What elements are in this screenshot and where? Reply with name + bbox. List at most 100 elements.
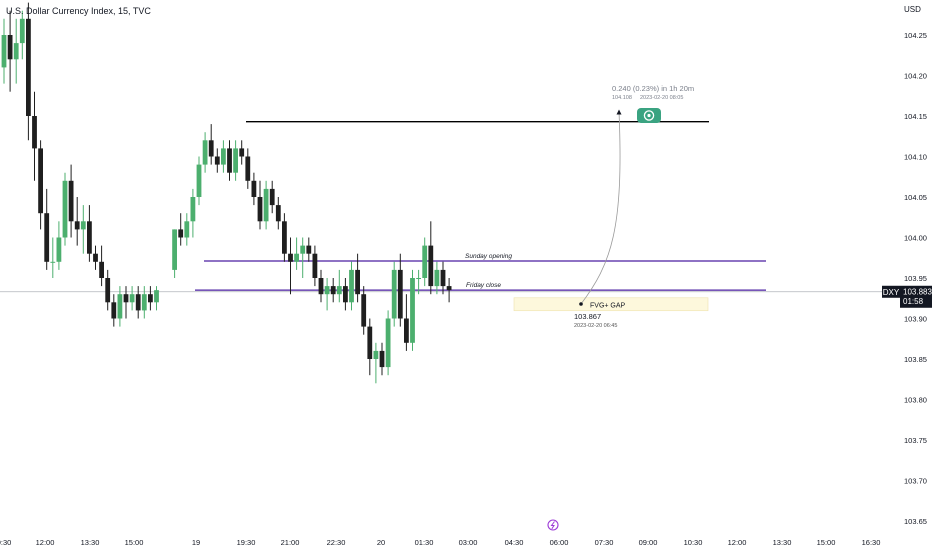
price-tag-value: 103.883 <box>903 287 932 296</box>
candle-down <box>148 294 153 303</box>
candle-up <box>410 278 415 343</box>
x-tick-label: 09:00 <box>639 538 658 547</box>
candle-down <box>7 35 13 60</box>
price-tag[interactable]: DXY 103.883 01:58 <box>882 285 932 308</box>
y-axis[interactable]: 104.25 104.20 104.15 104.10 104.05 104.00 103.… <box>904 31 927 550</box>
x-tick-label: 22:30 <box>327 538 346 547</box>
candle-down <box>208 140 214 157</box>
candle-up <box>324 286 330 295</box>
x-tick-label: 12:00 <box>36 538 55 547</box>
candle-up <box>233 148 238 173</box>
candle-up <box>1 35 7 68</box>
candle-down <box>379 350 385 368</box>
candle-down <box>318 278 324 295</box>
scroll-circle <box>547 519 559 531</box>
projection-start-time: 2023-02-20 06:45 <box>574 323 617 329</box>
y-tick-label: 103.80 <box>904 396 927 405</box>
x-tick-label: 19 <box>192 538 200 547</box>
candle-down <box>288 253 293 262</box>
projection-start-price: 103.867 <box>574 312 601 321</box>
candle-down <box>99 261 104 278</box>
x-tick-label: 9:30 <box>0 538 11 547</box>
candle-down <box>440 269 446 287</box>
y-tick-label: 104.00 <box>904 234 927 243</box>
candle-up <box>141 294 147 311</box>
fvg-zone[interactable]: FVG+ GAP <box>513 297 709 312</box>
x-tick-label: 13:30 <box>773 538 792 547</box>
candle-up <box>391 269 397 319</box>
candle-down <box>306 245 312 254</box>
x-axis[interactable]: 9:30 12:00 13:30 15:00 19 19:30 21:00 22:30 20 01… <box>0 538 880 547</box>
x-tick-label: 15:00 <box>817 538 836 547</box>
candle-down <box>68 180 74 222</box>
y-tick-label: 104.20 <box>904 72 927 81</box>
candle-down <box>38 148 43 214</box>
projection-start-dot <box>579 302 583 306</box>
x-tick-label: 10:30 <box>684 538 703 547</box>
projection-arrow-head <box>616 109 622 115</box>
candle-down <box>257 197 263 222</box>
candle-up <box>385 318 391 368</box>
candle-down <box>330 286 336 295</box>
candle-up <box>221 148 226 165</box>
candle-up <box>56 237 62 262</box>
candle-up <box>349 269 354 303</box>
y-tick-label: 103.95 <box>904 274 927 283</box>
y-tick-label: 103.70 <box>904 477 927 486</box>
projection-end-time: 2023-02-20 08:05 <box>640 95 683 101</box>
candle-down <box>404 318 409 343</box>
candle-down <box>87 221 92 254</box>
candle-down <box>428 245 434 287</box>
candle-up <box>336 286 342 295</box>
candle-down <box>74 221 80 230</box>
y-tick-label: 104.10 <box>904 153 927 162</box>
candle-up <box>202 140 208 165</box>
candle-up <box>263 188 269 222</box>
x-tick-label: 21:00 <box>281 538 300 547</box>
candle-up <box>13 43 19 60</box>
x-tick-label: 04:30 <box>505 538 524 547</box>
candle-down <box>282 221 287 254</box>
candle-up <box>50 261 56 263</box>
candle-up <box>80 221 86 230</box>
projection-curve <box>580 111 621 305</box>
target-eye-icon[interactable] <box>637 108 661 123</box>
candle-up <box>129 294 135 303</box>
candle-down <box>343 286 348 303</box>
candle-up <box>416 278 421 279</box>
eye-pupil <box>647 113 651 118</box>
candle-down <box>111 302 117 319</box>
candle-up <box>62 180 68 238</box>
scroll-to-realtime-icon[interactable] <box>547 519 559 531</box>
fvg-label: FVG+ GAP <box>590 302 626 309</box>
y-tick-label: 103.85 <box>904 355 927 364</box>
level-label: Sunday opening <box>465 253 512 260</box>
lightning-icon <box>550 521 555 530</box>
candle-down <box>367 326 373 359</box>
candle-down <box>275 205 281 222</box>
candle-up <box>172 229 177 270</box>
candle-down <box>93 253 98 262</box>
candle-down <box>312 253 318 278</box>
candle-up <box>422 245 428 278</box>
y-tick-label: 103.75 <box>904 436 927 445</box>
projection[interactable]: 103.867 2023-02-20 06:45 0.240 (0.23%) in … <box>574 84 694 329</box>
x-tick-label: 15:00 <box>125 538 144 547</box>
x-tick-label: 06:00 <box>550 538 569 547</box>
candle-up <box>434 269 440 287</box>
x-tick-label: 20 <box>377 538 385 547</box>
currency-label: USD <box>904 5 921 14</box>
y-tick-label: 103.90 <box>904 315 927 324</box>
candle-down <box>239 148 245 157</box>
eye-outline <box>643 110 655 121</box>
candle-down <box>361 294 367 327</box>
candle-down <box>251 180 257 197</box>
candle-down <box>105 278 111 303</box>
x-tick-label: 12:00 <box>728 538 747 547</box>
price-tag-symbol: DXY <box>883 288 900 297</box>
candle-up <box>117 294 123 319</box>
candle-up <box>184 221 190 238</box>
fvg-rectangle[interactable] <box>513 297 709 312</box>
